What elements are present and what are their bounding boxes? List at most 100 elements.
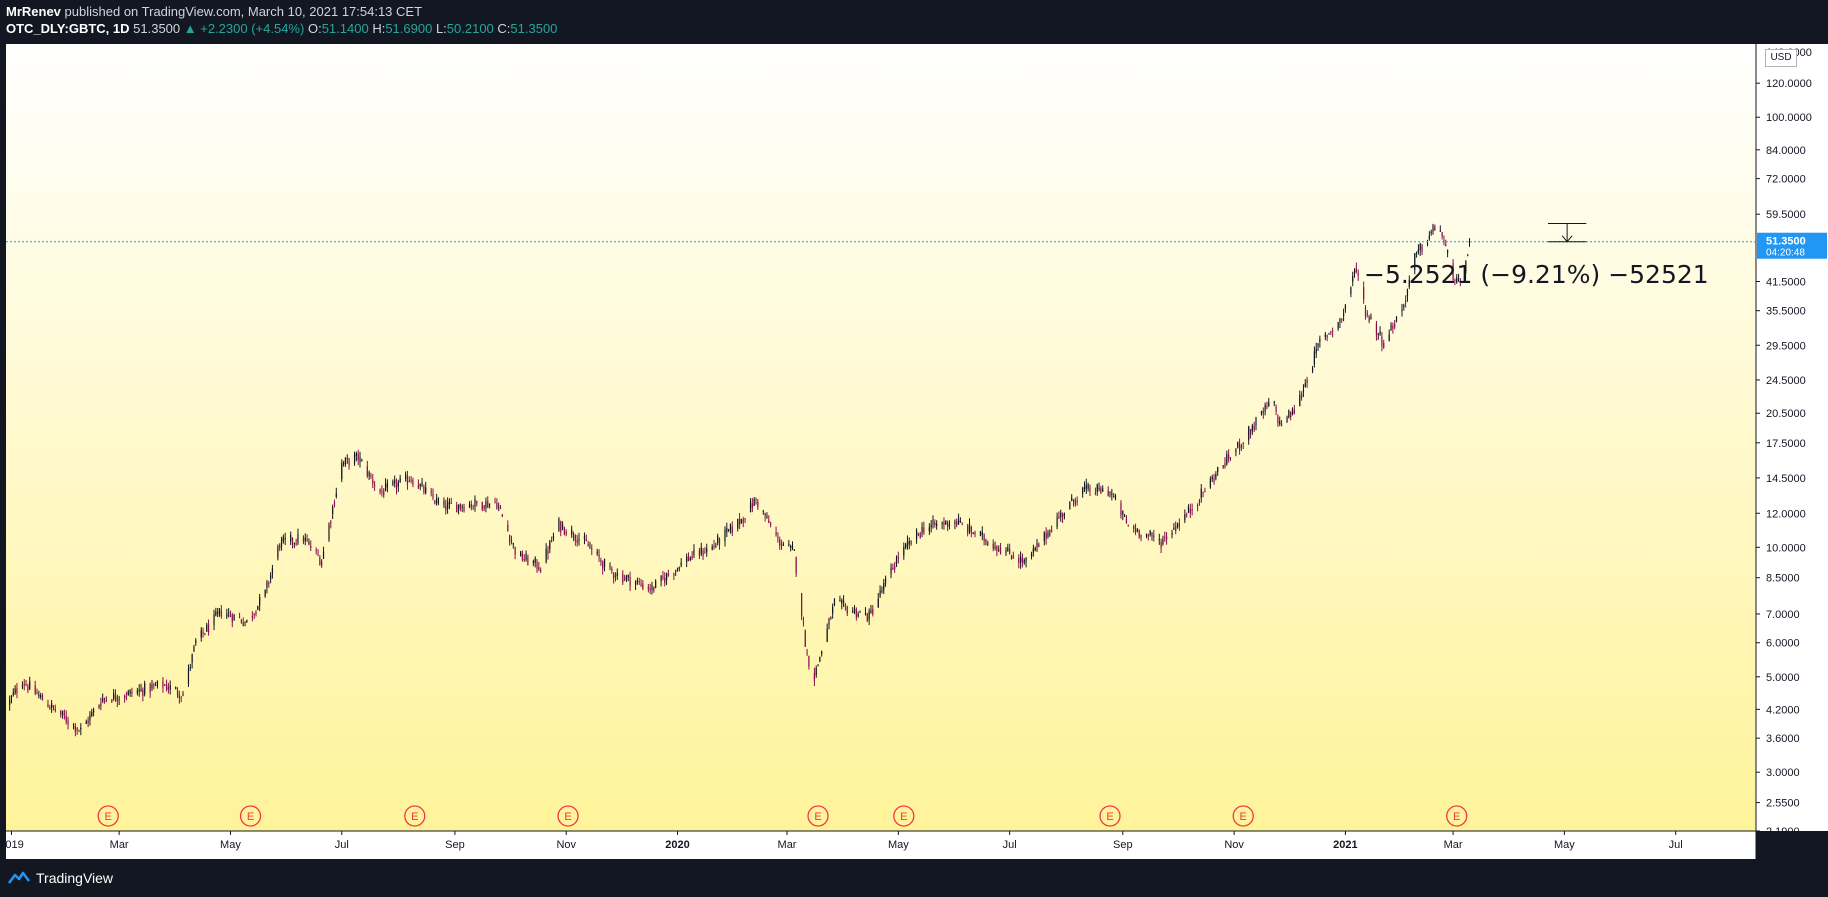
candle-body [277, 546, 279, 558]
y-tick-label: 12.0000 [1766, 508, 1806, 520]
candle-body [857, 613, 859, 617]
candle-body [519, 551, 522, 557]
candle-body [817, 664, 819, 666]
candle-body [306, 538, 308, 541]
candle-body [231, 615, 233, 623]
tradingview-brand[interactable]: TradingView [8, 870, 113, 886]
candle-body [1047, 532, 1049, 537]
symbol-label[interactable]: OTC_DLY:GBTC, 1D [6, 21, 130, 36]
candle-body [841, 599, 843, 604]
candle-body [91, 712, 93, 716]
candle-body [1217, 467, 1219, 473]
measure-annotation-text: −5.2521 (−9.21%) −52521 [1364, 260, 1709, 289]
candle-body [762, 510, 764, 512]
candle-body [956, 521, 958, 526]
candle-body [897, 556, 899, 559]
candle-body [131, 691, 133, 694]
candle-body [1012, 555, 1014, 559]
time-axis[interactable] [6, 831, 1756, 859]
candle-body [675, 569, 677, 571]
candle-body [527, 557, 529, 566]
candle-body [1262, 411, 1264, 414]
close-label: C: [497, 21, 511, 36]
plot-area[interactable] [6, 44, 1756, 831]
candle-body [538, 566, 540, 571]
candle-body [1211, 476, 1213, 480]
candle-body [640, 584, 642, 586]
candle-body [1171, 532, 1173, 535]
candle-body [1010, 555, 1013, 559]
candle-body [302, 536, 305, 542]
x-tick-label: Jul [1669, 839, 1683, 851]
candle-body [910, 540, 912, 545]
candle-body [908, 541, 910, 545]
candle-body [268, 582, 270, 584]
candle-body [1357, 273, 1359, 276]
candle-body [394, 479, 396, 484]
candle-body [673, 573, 675, 576]
candle-body [1229, 458, 1232, 460]
candle-body [1111, 493, 1113, 495]
candle-body [1248, 426, 1250, 440]
candle-body [870, 609, 872, 614]
candle-body [474, 498, 476, 507]
candle-body [178, 694, 180, 699]
candle-body [253, 614, 255, 616]
candle-body [859, 611, 861, 613]
candle-body [487, 501, 489, 508]
price-axis[interactable] [1756, 44, 1828, 831]
candle-body [27, 685, 29, 691]
candle-body [226, 614, 228, 617]
candle-body [1315, 348, 1317, 354]
candle-body [1456, 277, 1458, 283]
candle-body [676, 567, 679, 569]
candle-body [432, 493, 434, 499]
author-name[interactable]: MrRenev [6, 4, 61, 19]
candle-body [448, 501, 451, 504]
candle-body [319, 557, 321, 566]
candle-body [437, 501, 440, 503]
candle-body [948, 524, 951, 526]
candle-body [571, 529, 573, 535]
y-tick-label: 17.5000 [1766, 438, 1806, 450]
candle-body [392, 481, 394, 485]
candle-body [405, 474, 407, 479]
candle-body [1224, 463, 1226, 468]
candle-body [915, 530, 918, 540]
candle-body [485, 500, 487, 508]
candle-body [333, 502, 336, 505]
candle-body [616, 572, 618, 576]
open-label: O: [307, 21, 322, 36]
candle-body [1124, 516, 1126, 518]
candle-body [1317, 343, 1319, 347]
candle-body [255, 611, 257, 615]
candle-body [1051, 530, 1053, 532]
candle-body [213, 614, 215, 626]
earnings-marker-label: E [1106, 811, 1113, 823]
candle-body [1165, 535, 1168, 540]
candle-body [738, 518, 741, 525]
candle-body [1324, 334, 1326, 337]
candle-body [38, 694, 40, 697]
candle-body [1133, 525, 1135, 529]
candle-body [660, 575, 662, 582]
y-tick-label: 24.5000 [1766, 375, 1806, 387]
symbol-legend: OTC_DLY:GBTC, 1D 51.3500 ▲ +2.2300 (+4.5… [6, 21, 557, 36]
candle-body [280, 539, 283, 546]
candle-body [1145, 533, 1148, 537]
candle-body [780, 543, 783, 546]
candle-body [1426, 242, 1429, 244]
candle-body [193, 646, 195, 652]
currency-badge[interactable]: USD [1765, 49, 1797, 67]
candle-body [715, 545, 717, 547]
candle-body [142, 689, 144, 696]
candle-body [456, 504, 458, 513]
candle-body [447, 502, 449, 509]
y-tick-label: 2.5500 [1766, 798, 1800, 810]
candle-body [14, 688, 16, 694]
candle-body [204, 633, 206, 635]
earnings-marker-icon [893, 805, 915, 827]
candle-body [996, 546, 998, 551]
candle-body [1242, 442, 1244, 444]
